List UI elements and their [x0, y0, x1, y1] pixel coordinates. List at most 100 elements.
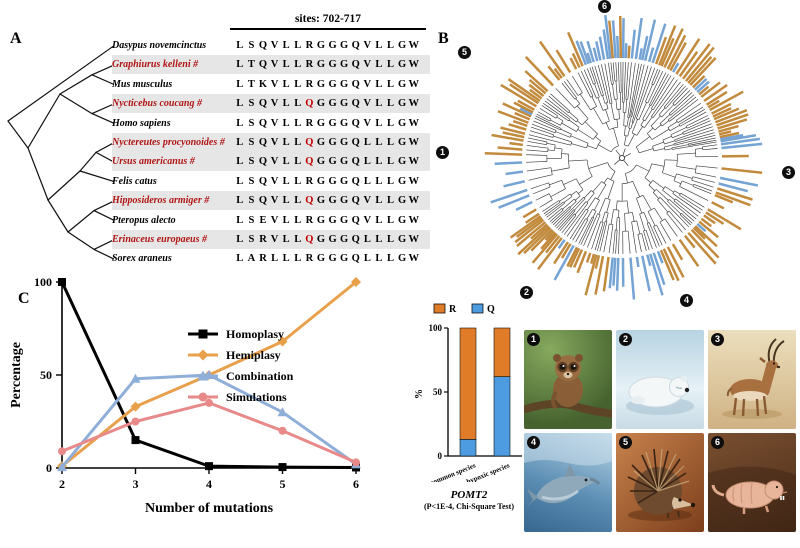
branch [546, 98, 570, 117]
branch [687, 55, 713, 84]
residue: L [282, 59, 290, 71]
branch [652, 252, 666, 286]
residue: V [270, 156, 279, 168]
branch [698, 117, 710, 124]
residue: G [398, 253, 407, 265]
residue: L [375, 175, 383, 187]
branch [587, 145, 597, 150]
branch [677, 113, 693, 123]
branch [636, 164, 650, 172]
branch [672, 62, 680, 73]
residue: G [316, 78, 326, 90]
branch [593, 78, 596, 84]
residue: G [340, 59, 349, 71]
branch [669, 109, 686, 122]
residue: G [398, 117, 407, 129]
photo-number-badge: 4 [527, 436, 540, 449]
tree-branch [91, 103, 114, 115]
residue: G [340, 214, 349, 226]
branch [522, 208, 537, 219]
branch [539, 140, 548, 143]
branch [513, 101, 534, 114]
branch [568, 111, 579, 121]
branch [594, 83, 600, 98]
branch [508, 123, 527, 131]
residue: Q [351, 117, 360, 129]
residue: G [328, 78, 337, 90]
branch [660, 37, 675, 67]
branch [666, 212, 672, 219]
branch [630, 29, 636, 59]
branch [688, 126, 713, 136]
branch [526, 169, 539, 172]
branch [562, 198, 575, 210]
branch [614, 159, 621, 165]
branch [602, 256, 610, 292]
panel-a: A sites: 702-717 Dasypus novemcinctus L S Q… [0, 0, 436, 292]
branch [613, 127, 619, 146]
branch [666, 34, 687, 70]
species-name: Nycticebus coucang # [112, 98, 202, 110]
tree-branch [93, 239, 114, 250]
branch [530, 223, 548, 240]
tree-branch [79, 151, 97, 172]
animal-photo-2: 2 [616, 330, 704, 429]
branch [663, 28, 684, 68]
residue: L [236, 98, 244, 110]
branch [718, 130, 732, 136]
branch [610, 224, 614, 240]
branch [561, 82, 572, 95]
tree-branch [93, 200, 114, 212]
branch [514, 218, 545, 244]
branch [517, 99, 535, 111]
branch [581, 219, 589, 232]
branch [629, 62, 632, 83]
branch [563, 96, 575, 109]
x-tick-label: 6 [353, 477, 359, 491]
branch [623, 112, 625, 126]
branch [639, 213, 646, 231]
branch [646, 223, 653, 237]
branch [576, 105, 589, 119]
residue: V [363, 78, 372, 90]
branch [533, 120, 545, 126]
branch [643, 230, 647, 239]
branch [598, 144, 612, 153]
branch [597, 97, 604, 111]
tree-marker-3: 3 [782, 166, 795, 179]
branch [618, 79, 620, 93]
branch [627, 82, 630, 100]
branch [711, 201, 725, 210]
branch [627, 45, 631, 59]
branch [643, 212, 649, 224]
branch [609, 74, 612, 85]
branch [514, 111, 531, 121]
species-name: Dasypus novemcinctus [112, 40, 207, 51]
branch [694, 111, 707, 119]
residue: G [316, 234, 326, 245]
branch [619, 15, 623, 59]
legend-swatch [471, 303, 484, 314]
branch [652, 141, 664, 147]
tree-branch [7, 120, 29, 149]
branch [711, 102, 732, 115]
residue: L [282, 78, 290, 90]
y-tick-label: 0 [46, 461, 52, 475]
tree-branch [93, 248, 114, 260]
species-name: Graphiurus kelleni # [112, 59, 199, 71]
residue: G [328, 156, 337, 168]
branch [542, 204, 554, 212]
species-row: Felis catus L S Q V L L R G G G Q L L L G W [112, 172, 430, 191]
branch [652, 105, 663, 118]
branch [721, 167, 763, 174]
branch [509, 83, 540, 105]
marker [58, 278, 66, 286]
branch [542, 102, 555, 112]
branch [632, 212, 635, 222]
residue: G [316, 40, 326, 51]
residue: G [398, 214, 407, 226]
